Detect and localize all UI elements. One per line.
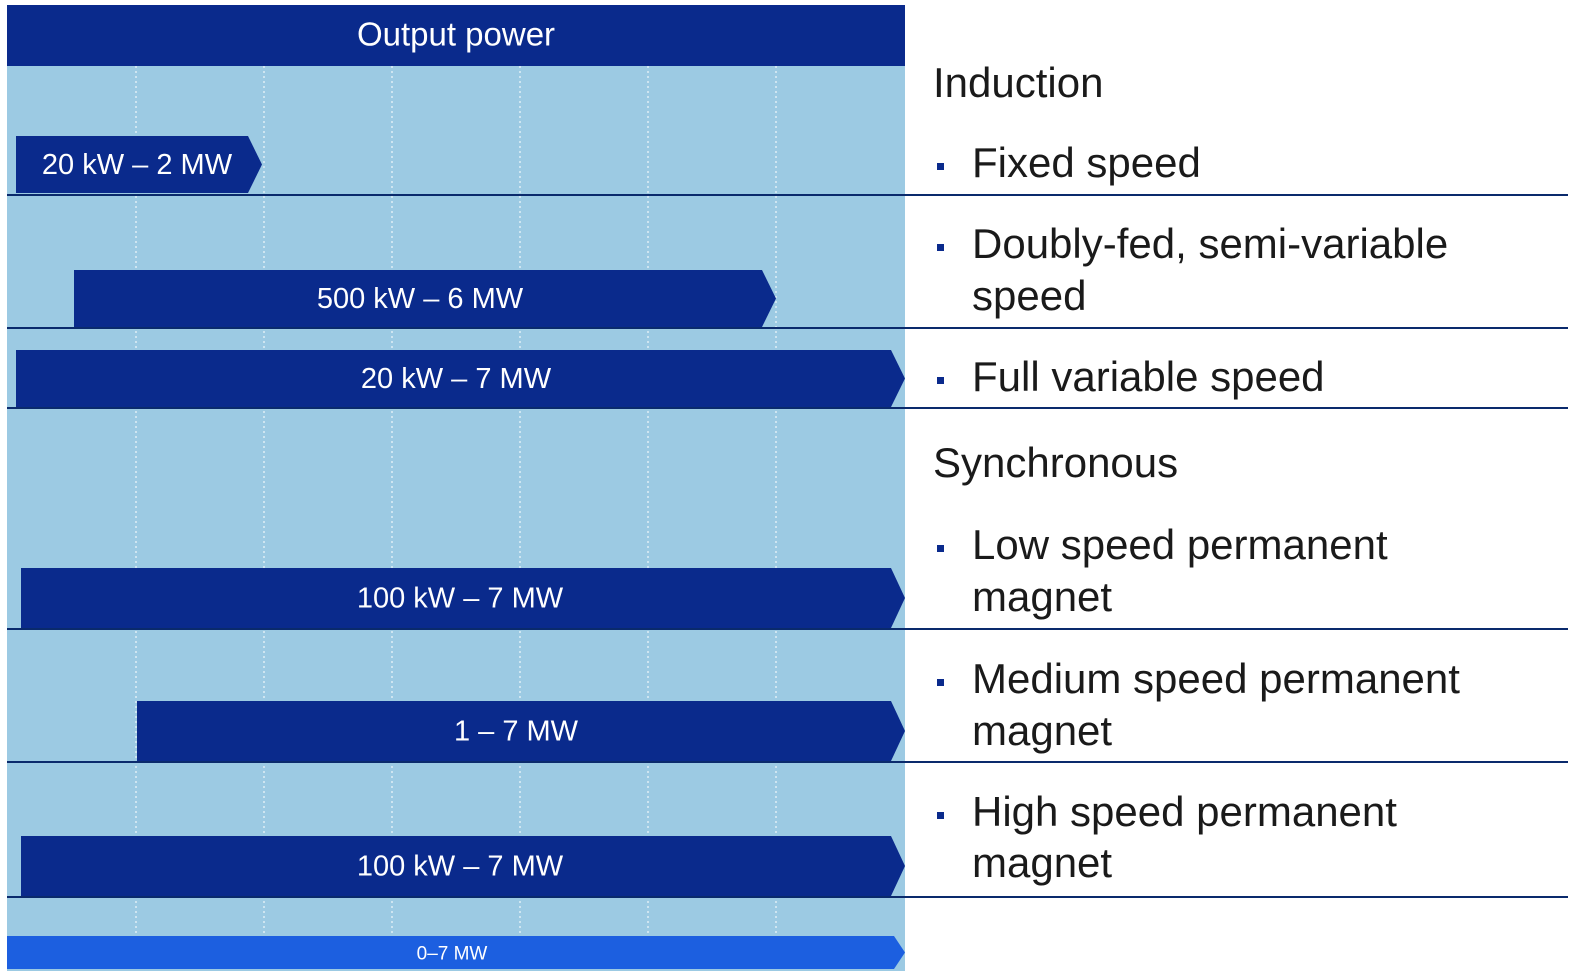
- bullet: [937, 812, 944, 819]
- range-label: 100 kW – 7 MW: [357, 583, 564, 615]
- item-text: Full variable speed: [972, 353, 1325, 400]
- range-label: 20 kW – 2 MW: [42, 149, 233, 181]
- item-text: Low speed permanent: [972, 521, 1388, 568]
- item-text: High speed permanent: [972, 788, 1397, 835]
- item-text: magnet: [972, 707, 1112, 754]
- slide: Output power 20 kW – 2 MW 500 kW – 6 MW 20…: [0, 0, 1572, 971]
- range-label: 0–7 MW: [417, 944, 488, 965]
- item-text: magnet: [972, 573, 1112, 620]
- item-text: Doubly-fed, semi-variable: [972, 220, 1448, 267]
- item-text: magnet: [972, 839, 1112, 886]
- item-text: Fixed speed: [972, 139, 1201, 186]
- section-title: Synchronous: [933, 439, 1178, 486]
- bullet: [937, 679, 944, 686]
- bullet: [937, 163, 944, 170]
- range-label: 1 – 7 MW: [454, 716, 579, 748]
- range-label: 500 kW – 6 MW: [317, 283, 524, 315]
- range-label: 100 kW – 7 MW: [357, 851, 564, 883]
- bullet: [937, 377, 944, 384]
- bullet: [937, 244, 944, 251]
- section-title: Induction: [933, 59, 1103, 106]
- item-text: speed: [972, 272, 1086, 319]
- item-text: Medium speed permanent: [972, 655, 1460, 702]
- range-label: 20 kW – 7 MW: [361, 363, 552, 395]
- bullet: [937, 545, 944, 552]
- header-title: Output power: [357, 16, 555, 53]
